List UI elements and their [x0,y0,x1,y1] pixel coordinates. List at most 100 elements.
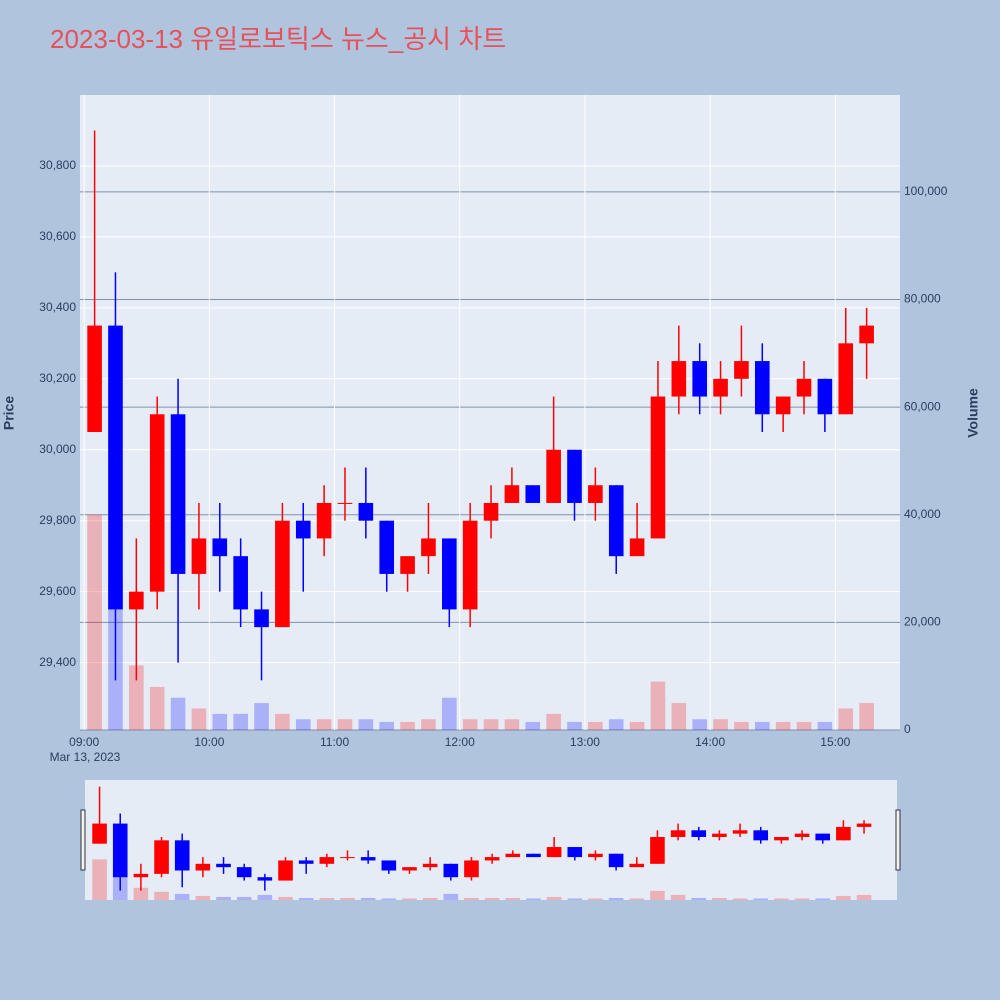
volume-bar [525,721,541,730]
volume-bar-mini [588,898,603,900]
candle-body-mini [629,863,645,868]
volume-bar-mini [319,897,335,900]
candle-body [254,609,269,628]
volume-bar-mini [567,898,583,900]
candle-body [212,538,228,557]
volume-bar-mini [732,898,748,900]
candle-body-mini [92,823,107,844]
candle-body-mini [360,857,376,861]
candle-body-mini [112,823,128,878]
volume-bar-mini [154,891,169,900]
candle-body-mini [257,877,273,881]
y-tick-label: 30,400 [39,300,76,314]
y-axis-label: Price [1,396,17,430]
volume-bar [442,697,457,730]
candle-body-mini [422,863,438,868]
range-handle[interactable] [895,809,901,871]
volume-bar [859,703,874,730]
candle-body-mini [154,840,169,874]
volume-bar [504,719,520,730]
volume-bar-mini [484,897,500,900]
candle-body-mini [774,836,789,841]
volume-bar [650,681,666,730]
volume-bar [588,721,603,730]
volume-bar [421,719,436,730]
volume-bar [629,721,645,730]
volume-bar [608,719,624,730]
volume-bar [400,721,415,730]
candle-body [546,449,561,503]
candle-body [671,361,687,397]
volume-bar-mini [298,897,314,900]
volume-bar [754,721,770,730]
volume-bar-mini [774,898,789,900]
y-tick-label: 29,600 [39,584,76,598]
range-handle[interactable] [80,809,86,871]
volume-bar [191,708,207,730]
x-tick-label: 10:00 [194,735,224,749]
candle-body [170,414,186,574]
volume-bar-mini [360,897,376,900]
volume-bar [483,719,499,730]
volume-bar-mini [464,897,479,900]
volume-bar-mini [753,898,769,900]
volume-bar-mini [856,894,872,900]
y2-tick-label: 60,000 [904,399,941,413]
volume-bar [734,721,749,730]
x-tick-label: 11:00 [320,735,349,749]
candle-body [442,538,457,610]
x-sublabel: Mar 13, 2023 [50,750,121,764]
candle-body-mini [236,867,252,878]
volume-bar-mini [526,898,541,900]
y-tick-label: 29,400 [39,655,76,669]
candle-body-mini [443,863,459,878]
volume-bar-mini [216,896,231,900]
candle-body [754,361,770,415]
y2-tick-label: 20,000 [904,615,941,629]
candle-body-mini [298,860,314,864]
volume-bar-mini [691,897,707,900]
candle-body-mini [753,830,769,841]
candle-body-mini [836,826,851,841]
volume-bar-mini [670,894,686,900]
candle-body-mini [526,853,541,858]
volume-bar [212,713,228,730]
candle-body [462,520,478,610]
candle-body-mini [691,830,707,837]
x-tick-label: 13:00 [570,735,600,749]
volume-bar [838,708,854,730]
candle-body-mini [546,847,562,858]
candle-body [421,538,436,557]
y2-axis-label: Volume [965,388,981,438]
volume-bar-mini [402,898,417,900]
candle-body-mini [381,860,397,871]
volume-bar-mini [505,897,521,900]
candle-body [108,325,123,610]
y2-tick-label: 80,000 [904,292,941,306]
volume-bar-mini [608,897,624,900]
y-tick-label: 30,000 [39,442,76,456]
candle-body-mini [856,823,872,827]
volume-bar [129,665,144,730]
volume-bar-mini [422,897,438,900]
candle-body [629,538,645,557]
volume-bar [671,703,687,730]
candle-body [859,325,874,344]
volume-bar [796,721,812,730]
x-tick-label: 15:00 [820,735,850,749]
candle-body [588,485,603,503]
volume-bar-mini [443,893,459,900]
candle-body-mini [340,857,355,859]
volume-bar-mini [629,898,645,900]
candle-body-mini [588,853,603,858]
volume-bar [170,697,186,730]
volume-bar [462,719,478,730]
volume-bar [233,713,248,730]
y2-tick-label: 40,000 [904,507,941,521]
candle-body [295,520,311,539]
candle-body [838,343,854,415]
candle-body [692,361,707,397]
candle-body [191,538,207,574]
volume-bar-mini [794,898,810,900]
